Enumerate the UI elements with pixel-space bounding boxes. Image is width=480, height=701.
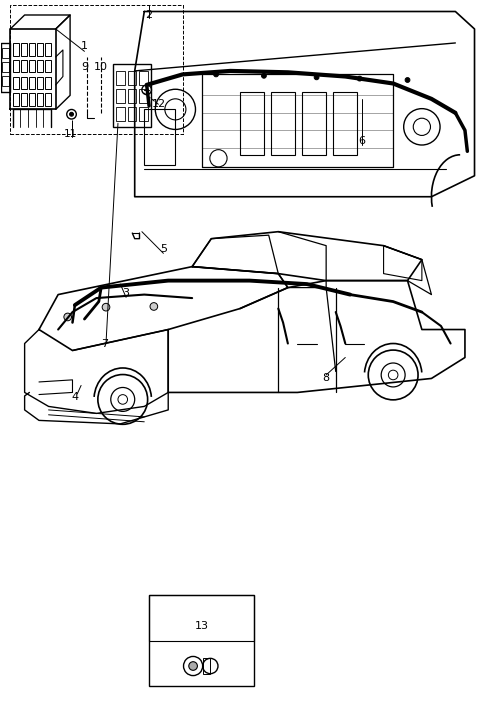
- Circle shape: [102, 304, 110, 311]
- Circle shape: [214, 72, 218, 77]
- Text: 2: 2: [145, 10, 153, 20]
- Text: 7: 7: [101, 339, 108, 348]
- Bar: [45, 76, 51, 89]
- Text: 9: 9: [81, 62, 88, 72]
- Text: 12: 12: [152, 100, 166, 109]
- Circle shape: [64, 313, 72, 321]
- Bar: [21, 76, 27, 89]
- Bar: [37, 76, 43, 89]
- Text: 3: 3: [122, 288, 130, 298]
- Bar: [37, 43, 43, 55]
- Bar: [45, 60, 51, 72]
- Text: 10: 10: [94, 62, 108, 72]
- Bar: [29, 60, 35, 72]
- Circle shape: [405, 78, 410, 83]
- Bar: [139, 71, 148, 85]
- Circle shape: [189, 662, 197, 670]
- Bar: [37, 93, 43, 106]
- Bar: [302, 92, 326, 155]
- Bar: [12, 43, 19, 55]
- Bar: [128, 89, 136, 103]
- Bar: [149, 595, 254, 641]
- Bar: [240, 92, 264, 155]
- Bar: [333, 92, 357, 155]
- Text: 5: 5: [160, 244, 167, 254]
- Text: 4: 4: [72, 392, 78, 402]
- Bar: [45, 43, 51, 55]
- Bar: [29, 43, 35, 55]
- Bar: [45, 93, 51, 106]
- Bar: [12, 60, 19, 72]
- Bar: [113, 64, 152, 127]
- Text: 13: 13: [195, 621, 209, 631]
- Bar: [21, 43, 27, 55]
- Bar: [139, 107, 148, 121]
- Bar: [128, 107, 136, 121]
- Bar: [1, 48, 9, 58]
- Bar: [271, 92, 295, 155]
- Circle shape: [150, 303, 157, 311]
- Bar: [116, 107, 125, 121]
- Bar: [144, 109, 175, 165]
- Circle shape: [314, 75, 319, 80]
- Bar: [29, 93, 35, 106]
- Circle shape: [357, 76, 362, 81]
- Text: 6: 6: [359, 136, 366, 146]
- Bar: [1, 76, 9, 86]
- Bar: [203, 658, 210, 674]
- Text: 8: 8: [323, 374, 330, 383]
- Bar: [12, 76, 19, 89]
- Circle shape: [262, 74, 266, 79]
- Bar: [128, 71, 136, 85]
- Bar: [21, 93, 27, 106]
- Text: 1: 1: [81, 41, 88, 51]
- Bar: [1, 62, 9, 72]
- Bar: [149, 595, 254, 686]
- Bar: [139, 89, 148, 103]
- Bar: [12, 93, 19, 106]
- Text: 11: 11: [63, 129, 77, 139]
- Bar: [116, 89, 125, 103]
- Bar: [29, 76, 35, 89]
- Bar: [37, 60, 43, 72]
- Circle shape: [70, 112, 73, 116]
- Bar: [116, 71, 125, 85]
- Bar: [21, 60, 27, 72]
